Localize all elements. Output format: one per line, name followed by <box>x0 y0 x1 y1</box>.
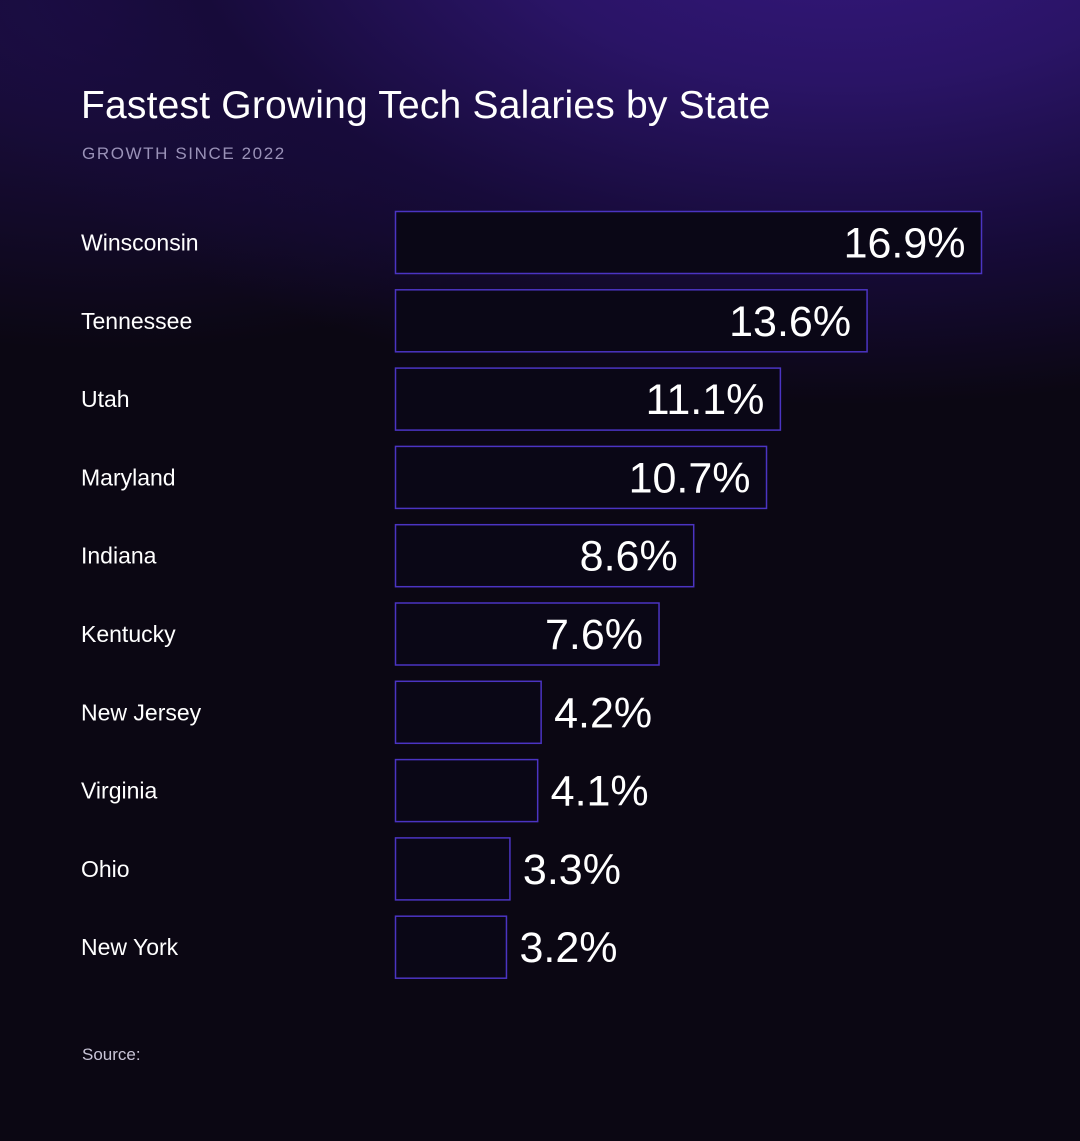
bar <box>394 680 542 745</box>
value-label: 7.6% <box>545 611 643 659</box>
category-label: Tennessee <box>81 308 192 334</box>
bar <box>394 289 868 353</box>
chart-subtitle: GROWTH SINCE 2022 <box>82 144 286 163</box>
bar <box>394 837 511 901</box>
value-label: 16.9% <box>844 220 966 268</box>
category-label: Ohio <box>81 856 130 882</box>
category-label: Kentucky <box>81 621 176 647</box>
value-label: 10.7% <box>629 454 751 502</box>
category-label: Utah <box>81 386 130 412</box>
category-label: New York <box>81 934 179 960</box>
category-label: Virginia <box>81 778 157 804</box>
bar <box>394 915 508 979</box>
category-label: Winsconsin <box>81 230 199 256</box>
category-label: Maryland <box>81 464 176 490</box>
bar <box>394 758 539 823</box>
value-label: 13.6% <box>729 298 851 346</box>
value-label: 4.1% <box>551 768 649 816</box>
category-label: New Jersey <box>81 699 202 725</box>
value-label: 4.2% <box>554 689 652 737</box>
bar <box>394 602 660 666</box>
bar <box>394 210 983 275</box>
category-label: Indiana <box>81 543 157 569</box>
value-label: 8.6% <box>580 533 678 581</box>
value-label: 11.1% <box>646 376 765 424</box>
value-label: 3.3% <box>523 846 621 894</box>
bar <box>394 445 768 510</box>
bar <box>394 523 695 588</box>
chart-title: Fastest Growing Tech Salaries by State <box>81 84 771 127</box>
value-label: 3.2% <box>519 924 617 972</box>
bar <box>394 367 782 431</box>
source-note: Source: <box>82 1045 141 1064</box>
